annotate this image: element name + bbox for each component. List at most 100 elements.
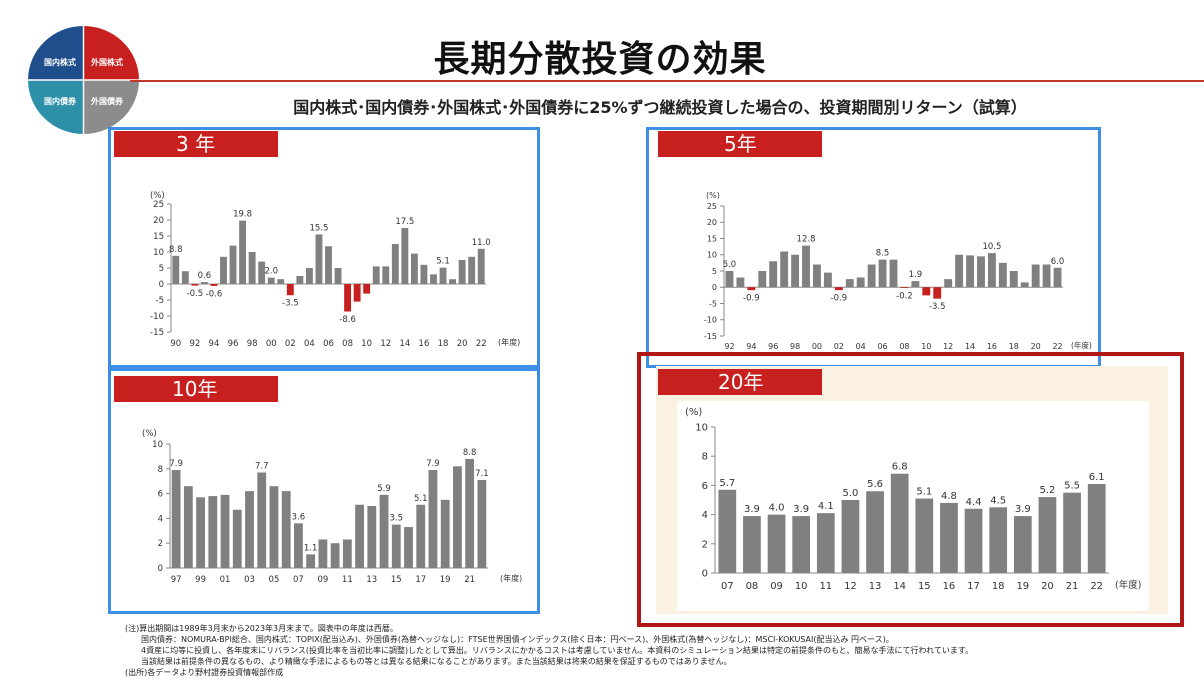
y-tick-label: 2 bbox=[158, 539, 163, 549]
bar bbox=[458, 260, 466, 284]
bar bbox=[248, 252, 256, 284]
data-label: 5.1 bbox=[916, 487, 932, 498]
bar bbox=[453, 466, 462, 568]
data-label: 8.5 bbox=[876, 249, 890, 259]
x-unit-label: (年度) bbox=[1071, 340, 1092, 350]
x-tick-label: 01 bbox=[220, 575, 231, 585]
x-tick-label: 08 bbox=[899, 342, 909, 351]
bar bbox=[813, 264, 821, 288]
bar bbox=[940, 502, 958, 573]
x-tick-label: 20 bbox=[1031, 342, 1041, 351]
x-tick-label: 16 bbox=[943, 581, 956, 592]
y-tick-label: 8 bbox=[702, 452, 708, 463]
bar bbox=[220, 256, 227, 284]
bar bbox=[1053, 267, 1062, 288]
x-tick-label: 21 bbox=[464, 575, 475, 585]
footnote-line: (注)算出期間は1989年3月末から2023年3月末まで。図表中の年度は西暦。 bbox=[125, 624, 398, 633]
bar bbox=[944, 279, 953, 288]
x-tick-label: 15 bbox=[391, 575, 402, 585]
y-unit-label: (%) bbox=[150, 191, 165, 201]
data-label: 15.5 bbox=[309, 223, 328, 233]
x-unit-label: (年度) bbox=[500, 573, 522, 583]
y-tick-label: 15 bbox=[153, 232, 164, 242]
bar bbox=[220, 494, 230, 568]
y-tick-label: 10 bbox=[153, 248, 164, 258]
y-tick-label: 5 bbox=[159, 264, 164, 274]
footnote-line: 当該結果は前提条件の異なるもの、より精緻な手法によるもの等とは異なる結果になるこ… bbox=[125, 657, 732, 666]
bar bbox=[391, 244, 399, 284]
pie-label-foreign-stock: 外国株式 bbox=[91, 57, 123, 67]
bar bbox=[183, 486, 193, 568]
bar bbox=[367, 506, 377, 568]
bar bbox=[296, 276, 304, 284]
y-tick-label: 10 bbox=[695, 423, 708, 434]
bar bbox=[867, 264, 876, 288]
bar bbox=[440, 499, 450, 568]
x-tick-label: 98 bbox=[247, 339, 258, 349]
bar bbox=[845, 279, 854, 288]
x-tick-label: 16 bbox=[419, 339, 430, 349]
bar bbox=[477, 248, 485, 284]
y-tick-label: 4 bbox=[702, 510, 708, 521]
bar bbox=[816, 513, 835, 573]
x-tick-label: 00 bbox=[266, 339, 277, 349]
bar bbox=[955, 254, 964, 288]
data-label: 6.0 bbox=[1051, 257, 1065, 267]
data-label: 7.9 bbox=[426, 459, 440, 469]
data-label: 0.6 bbox=[198, 271, 212, 281]
bar bbox=[1009, 271, 1018, 288]
x-tick-label: 13 bbox=[869, 581, 882, 592]
bar bbox=[1031, 264, 1040, 288]
bar bbox=[468, 256, 476, 284]
data-label: 1.9 bbox=[909, 270, 923, 280]
y-unit-label: (%) bbox=[685, 407, 702, 418]
data-label: -0.9 bbox=[743, 294, 760, 304]
data-label: -3.5 bbox=[282, 299, 299, 309]
bar bbox=[286, 284, 294, 296]
x-tick-label: 20 bbox=[1041, 581, 1054, 592]
y-tick-label: 0 bbox=[712, 283, 717, 292]
bar bbox=[911, 281, 920, 288]
pie-label-foreign-bond: 外国債券 bbox=[91, 96, 124, 106]
bar bbox=[718, 489, 737, 573]
data-label: 3.9 bbox=[744, 504, 760, 515]
data-label: 4.4 bbox=[966, 497, 982, 508]
data-label: 4.5 bbox=[990, 495, 1006, 506]
chart-20-year: (%) 0 2 4 6 8 10 5.7 3.9 4.0 3.9 4.1 5.0 5.6 6.8 5.1 4.8… bbox=[685, 407, 1141, 592]
data-label: 5.0 bbox=[842, 488, 858, 499]
data-label: 4.0 bbox=[769, 503, 785, 514]
bar bbox=[410, 253, 418, 284]
bar bbox=[325, 246, 332, 284]
x-tick-label: 16 bbox=[987, 342, 997, 351]
y-tick-label: 0 bbox=[702, 569, 708, 580]
x-tick-label: 99 bbox=[195, 575, 206, 585]
bar bbox=[420, 264, 428, 284]
bar bbox=[989, 507, 1008, 573]
bar bbox=[428, 470, 438, 568]
bar bbox=[277, 279, 285, 284]
data-label: 5.1 bbox=[436, 257, 450, 267]
pie-slice-domestic-bond bbox=[28, 80, 84, 134]
x-tick-label: 03 bbox=[244, 575, 255, 585]
data-label: 3.6 bbox=[292, 512, 306, 522]
bar bbox=[210, 284, 218, 286]
y-tick-label: 2 bbox=[702, 539, 708, 550]
bar bbox=[258, 261, 266, 284]
bar bbox=[229, 245, 237, 284]
bar bbox=[802, 245, 810, 288]
bar bbox=[747, 287, 756, 291]
bar bbox=[1038, 497, 1057, 573]
bar bbox=[856, 277, 865, 288]
bar bbox=[305, 268, 313, 284]
title-underline bbox=[130, 80, 1204, 82]
bar bbox=[1063, 492, 1081, 573]
x-tick-label: 07 bbox=[293, 575, 304, 585]
x-tick-label: 10 bbox=[921, 342, 931, 351]
bar bbox=[344, 284, 352, 312]
x-tick-label: 90 bbox=[170, 339, 181, 349]
data-label: 5.5 bbox=[1064, 481, 1080, 492]
bar bbox=[889, 259, 898, 288]
y-tick-label: -5 bbox=[709, 299, 717, 308]
bar bbox=[430, 274, 437, 284]
data-label: 12.8 bbox=[797, 235, 816, 245]
